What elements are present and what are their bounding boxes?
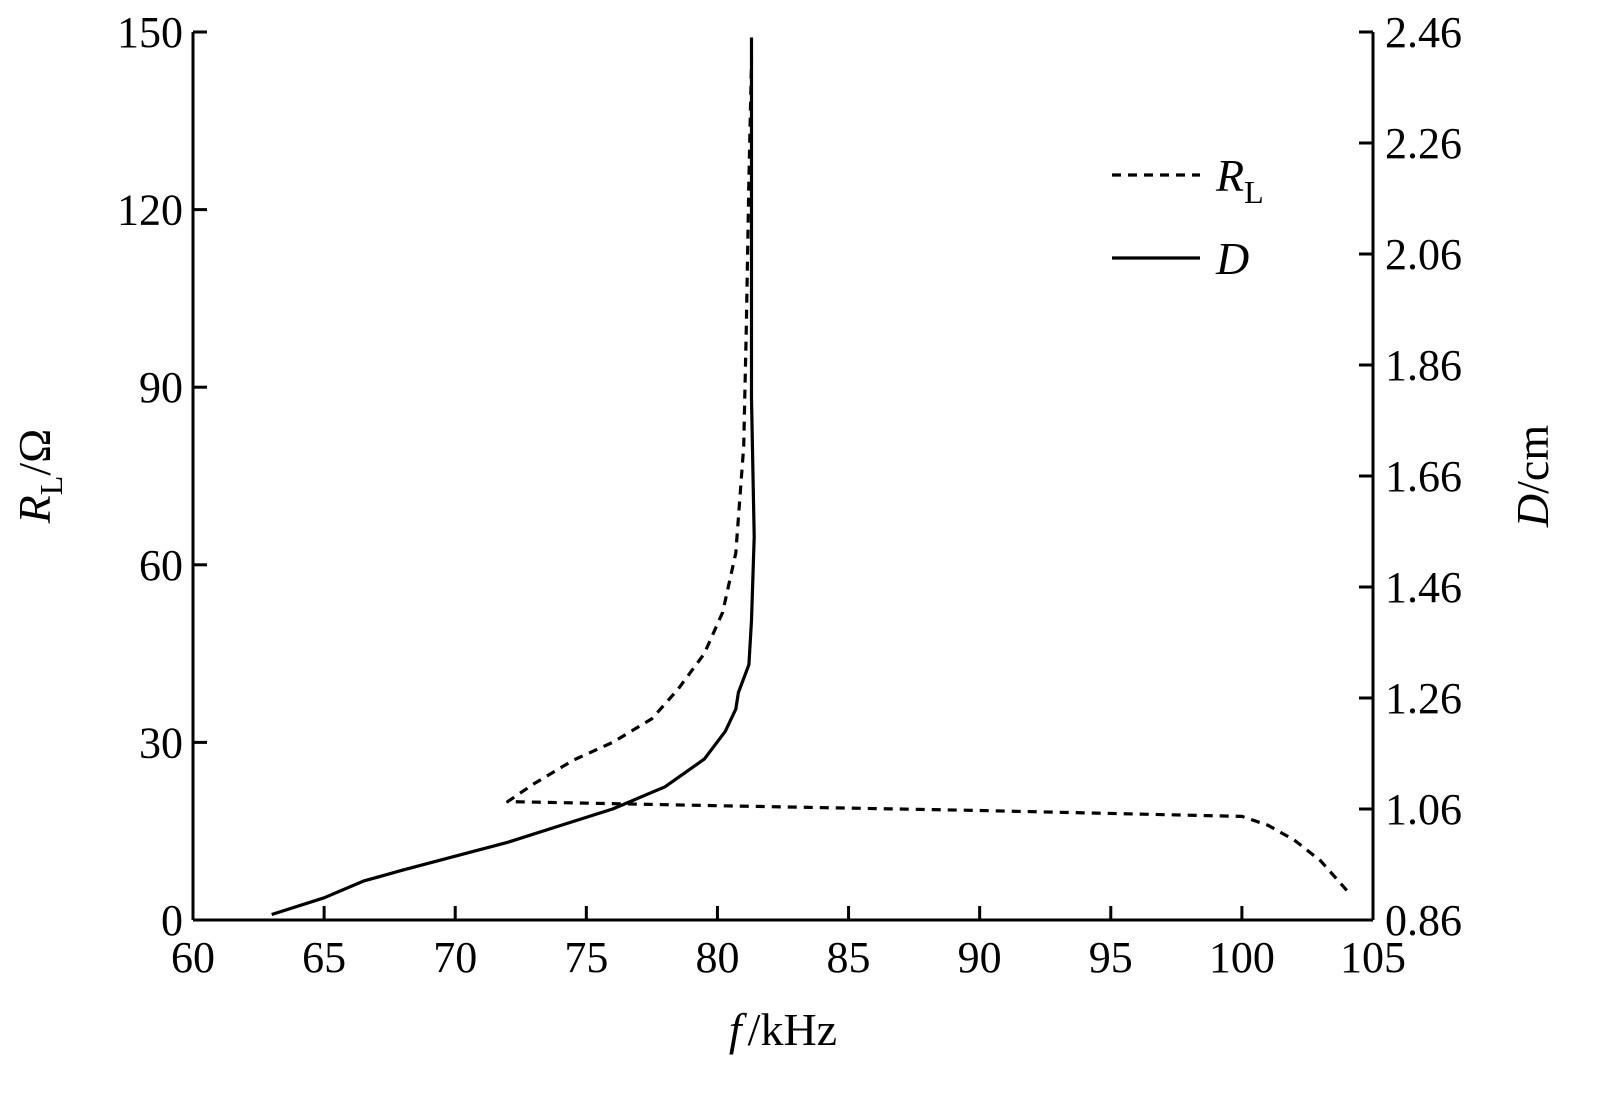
y-right-tick-label: 1.46 — [1385, 563, 1462, 612]
y-right-axis-label: D/cm — [1507, 425, 1558, 528]
y-left-unit: /Ω — [9, 429, 60, 476]
y-right-tick-label: 1.26 — [1385, 674, 1462, 723]
y-left-axis-label: RL/Ω — [9, 429, 69, 525]
y-left-tick-label: 60 — [139, 541, 183, 590]
legend-subscript: L — [1244, 174, 1264, 210]
x-axis-symbol: f — [729, 1004, 748, 1055]
legend-symbol: R — [1215, 150, 1244, 201]
x-tick-label: 85 — [827, 933, 871, 982]
y-left-tick-label: 150 — [117, 8, 183, 57]
y-right-tick-label: 2.06 — [1385, 230, 1462, 279]
x-tick-label: 60 — [171, 933, 215, 982]
x-tick-label: 65 — [302, 933, 346, 982]
y-left-tick-label: 120 — [117, 186, 183, 235]
series-layer — [271, 37, 1348, 917]
y-right-tick-label: 1.66 — [1385, 452, 1462, 501]
axes: 60 65 70 75 80 85 90 95 100 105 0 30 60 90 120 150 0.86 1… — [117, 8, 1462, 982]
y-left-tick-label: 30 — [139, 718, 183, 767]
y-left-symbol: R — [9, 495, 60, 524]
x-tick-label: 95 — [1089, 933, 1133, 982]
series-line-rl — [506, 61, 1348, 892]
series-line-d — [271, 37, 756, 917]
y-left-tick-label: 0 — [161, 896, 183, 945]
x-tick-label: 90 — [958, 933, 1002, 982]
x-tick-label: 100 — [1209, 933, 1275, 982]
y-right-tick-label: 1.86 — [1385, 341, 1462, 390]
y-right-tick-label: 0.86 — [1385, 896, 1462, 945]
y-right-tick-label: 1.06 — [1385, 785, 1462, 834]
legend-symbol: D — [1215, 233, 1249, 284]
x-axis-unit: /kHz — [748, 1004, 837, 1055]
y-left-tick-label: 90 — [139, 363, 183, 412]
x-tick-label: 105 — [1340, 933, 1406, 982]
y-right-tick-label: 2.26 — [1385, 119, 1462, 168]
x-axis-label: f/kHz — [729, 1004, 837, 1055]
y-right-symbol: D — [1507, 494, 1558, 528]
y-right-tick-label: 2.46 — [1385, 8, 1462, 57]
axis-labels: f/kHz RL/Ω D/cm — [9, 425, 1558, 1055]
x-tick-label: 70 — [433, 933, 477, 982]
x-tick-label: 80 — [695, 933, 739, 982]
x-tick-label: 75 — [564, 933, 608, 982]
y-right-unit: /cm — [1507, 425, 1558, 494]
legend-label: D — [1215, 233, 1249, 284]
legend: RLD — [1112, 150, 1264, 284]
y-left-subscript: L — [33, 476, 69, 496]
legend-label: RL — [1215, 150, 1264, 210]
